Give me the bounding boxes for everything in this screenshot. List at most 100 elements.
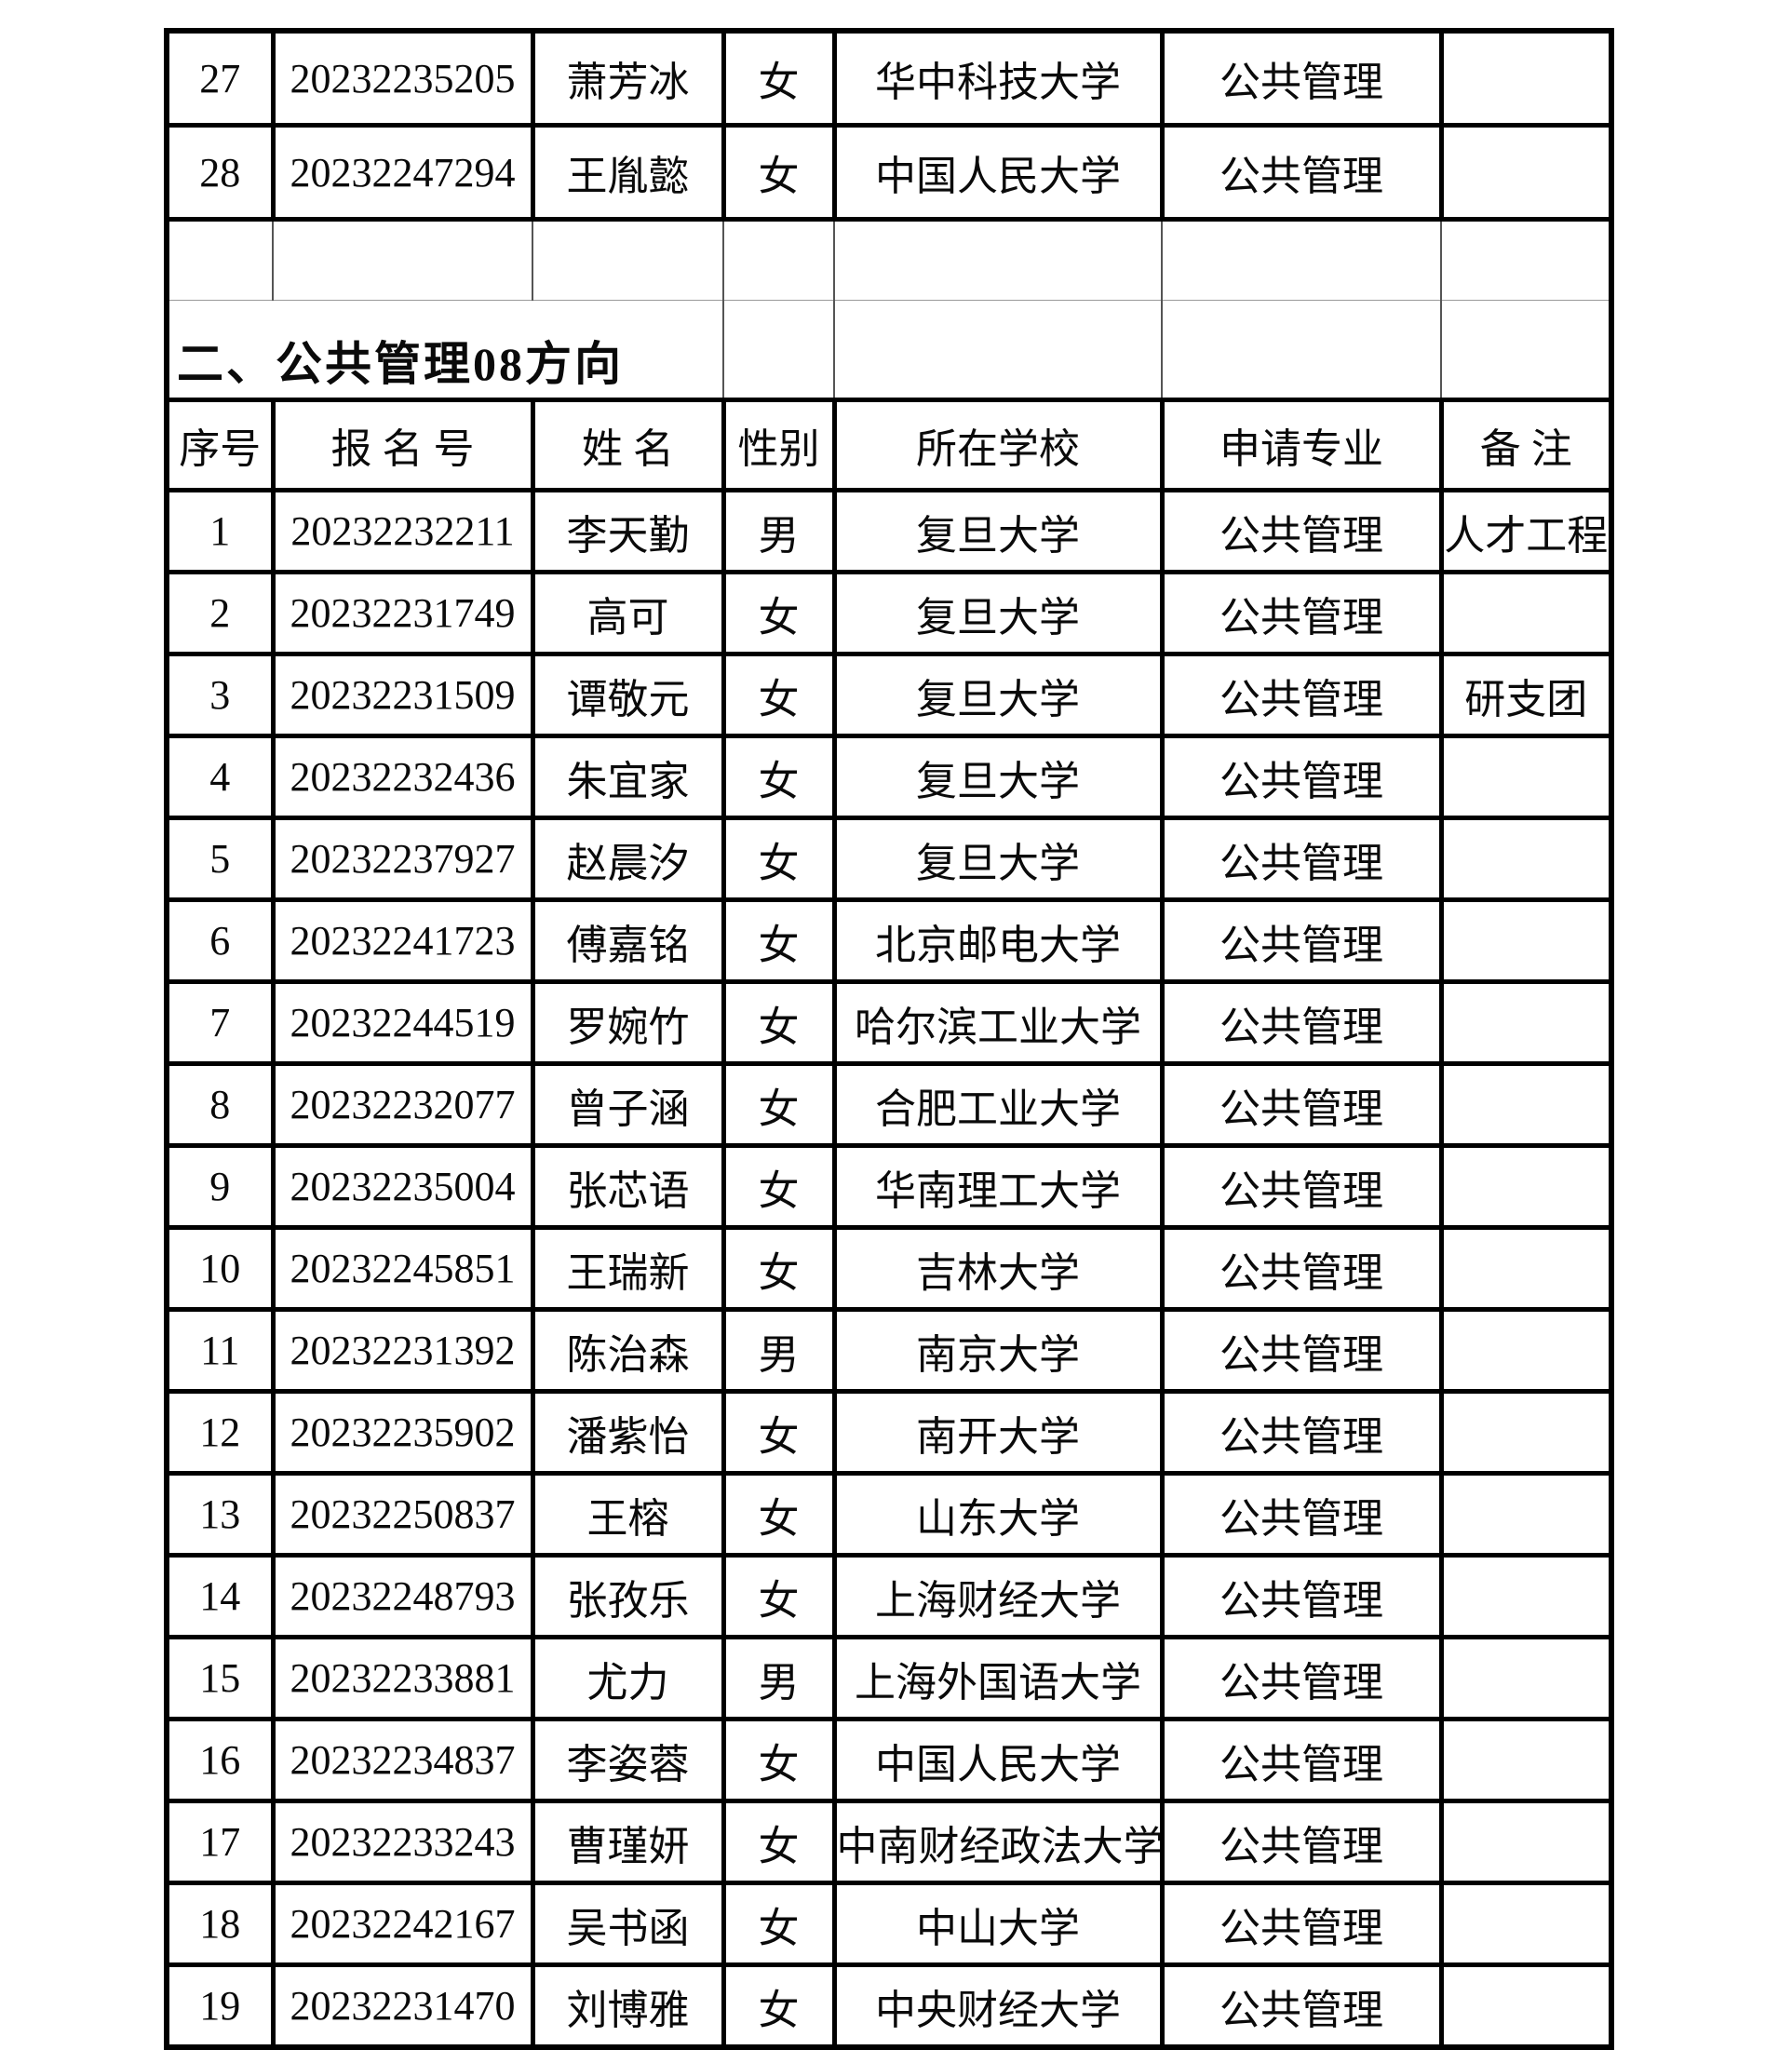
cell-name: 赵晨汐	[530, 816, 726, 902]
cell-school: 复旦大学	[831, 488, 1165, 574]
cell-gender: 男	[721, 1635, 837, 1721]
table-row: 12 20232235902 潘紫怡女南开大学 公共管理	[164, 1389, 1614, 1476]
cell-reg-no: 20232233881	[270, 1635, 535, 1721]
cell-gender: 女	[721, 1881, 837, 1967]
cell-major: 公共管理	[1159, 488, 1444, 574]
continuation-section: 27 20232235205 萧芳冰女华中科技大学 公共管理 28 20232247294…	[164, 28, 1614, 222]
cell-index: 6	[164, 897, 276, 984]
cell-name: 吴书函	[530, 1881, 726, 1967]
cell-major: 公共管理	[1159, 1635, 1444, 1721]
cell-reg-no: 20232235004	[270, 1143, 535, 1230]
table-row: 16 20232234837 李姿蓉女中国人民大学 公共管理	[164, 1717, 1614, 1803]
table-row: 27 20232235205 萧芳冰女华中科技大学 公共管理	[164, 28, 1614, 128]
main-section: 1 20232232211 李天勤男复旦大学 公共管理 人才工程 2 20232231749…	[164, 488, 1614, 2050]
cell-index: 12	[164, 1389, 276, 1476]
table-row: 3 20232231509 谭敬元女复旦大学 公共管理 研支团	[164, 652, 1614, 738]
cell-gender: 女	[721, 1717, 837, 1803]
cell-name: 曾子涵	[530, 1061, 726, 1148]
column-header-note: 备 注	[1438, 398, 1614, 492]
cell-name: 李天勤	[530, 488, 726, 574]
cell-reg-no: 20232241723	[270, 897, 535, 984]
cell-school: 南京大学	[831, 1307, 1165, 1394]
cell-gender: 女	[721, 979, 837, 1066]
cell-major: 公共管理	[1159, 1389, 1444, 1476]
cell-name: 潘紫怡	[530, 1389, 726, 1476]
cell-index: 2	[164, 570, 276, 656]
cell-note	[1438, 570, 1614, 656]
cell-gender: 女	[721, 1553, 837, 1639]
spacer-cell	[1161, 217, 1442, 301]
table-row: 15 20232233881 尤力男上海外国语大学 公共管理	[164, 1635, 1614, 1721]
spacer-cell	[272, 217, 533, 301]
cell-gender: 女	[721, 1061, 837, 1148]
cell-major: 公共管理	[1159, 28, 1444, 128]
cell-gender: 女	[721, 1143, 837, 1230]
cell-note: 人才工程	[1438, 488, 1614, 574]
cell-index: 11	[164, 1307, 276, 1394]
cell-school: 中山大学	[831, 1881, 1165, 1967]
cell-index: 28	[164, 123, 276, 222]
cell-name: 王胤懿	[530, 123, 726, 222]
table-row: 4 20232232436 朱宜家女复旦大学 公共管理	[164, 734, 1614, 820]
cell-reg-no: 20232247294	[270, 123, 535, 222]
cell-school: 上海财经大学	[831, 1553, 1165, 1639]
applicant-roster-table: 27 20232235205 萧芳冰女华中科技大学 公共管理 28 20232247294…	[164, 28, 1614, 2050]
cell-major: 公共管理	[1159, 1962, 1444, 2050]
column-header-school: 所在学校	[831, 398, 1165, 492]
cell-major: 公共管理	[1159, 734, 1444, 820]
cell-major: 公共管理	[1159, 1225, 1444, 1312]
cell-reg-no: 20232231509	[270, 652, 535, 738]
cell-school: 复旦大学	[831, 816, 1165, 902]
cell-note	[1438, 1799, 1614, 1885]
cell-major: 公共管理	[1159, 979, 1444, 1066]
table-row: 7 20232244519 罗婉竹女哈尔滨工业大学 公共管理	[164, 979, 1614, 1066]
cell-name: 陈治森	[530, 1307, 726, 1394]
table-header-row: 序号报 名 号姓 名性别 所在学校 申请专业备 注	[164, 398, 1614, 492]
cell-index: 4	[164, 734, 276, 820]
cell-name: 李姿蓉	[530, 1717, 726, 1803]
cell-note	[1438, 1635, 1614, 1721]
cell-index: 27	[164, 28, 276, 128]
cell-name: 萧芳冰	[530, 28, 726, 128]
cell-major: 公共管理	[1159, 1553, 1444, 1639]
table-row: 10 20232245851 王瑞新女吉林大学 公共管理	[164, 1225, 1614, 1312]
spacer-cell	[722, 217, 835, 301]
table-row: 19 20232231470 刘博雅女中央财经大学 公共管理	[164, 1962, 1614, 2050]
cell-school: 中南财经政法大学	[831, 1799, 1165, 1885]
cell-name: 罗婉竹	[530, 979, 726, 1066]
spacer-cell	[166, 217, 274, 301]
table-row: 2 20232231749 高可女复旦大学 公共管理	[164, 570, 1614, 656]
cell-school: 华中科技大学	[831, 28, 1165, 128]
cell-school: 哈尔滨工业大学	[831, 979, 1165, 1066]
spacer-cell	[833, 217, 1163, 301]
cell-school: 合肥工业大学	[831, 1061, 1165, 1148]
cell-gender: 女	[721, 816, 837, 902]
cell-major: 公共管理	[1159, 123, 1444, 222]
column-header-name: 姓 名	[530, 398, 726, 492]
cell-reg-no: 20232250837	[270, 1471, 535, 1558]
cell-name: 张孜乐	[530, 1553, 726, 1639]
cell-school: 复旦大学	[831, 734, 1165, 820]
cell-school: 复旦大学	[831, 570, 1165, 656]
cell-major: 公共管理	[1159, 1471, 1444, 1558]
cell-note	[1438, 28, 1614, 128]
cell-school: 中国人民大学	[831, 1717, 1165, 1803]
table-row: 18 20232242167 吴书函女中山大学 公共管理	[164, 1881, 1614, 1967]
cell-major: 公共管理	[1159, 1717, 1444, 1803]
cell-note	[1438, 979, 1614, 1066]
cell-index: 15	[164, 1635, 276, 1721]
spacer-row	[166, 217, 1612, 301]
cell-gender: 女	[721, 734, 837, 820]
cell-gender: 女	[721, 1962, 837, 2050]
table-row: 28 20232247294 王胤懿女中国人民大学 公共管理	[164, 123, 1614, 222]
cell-gender: 男	[721, 1307, 837, 1394]
spacer-cell	[722, 300, 835, 402]
table-row: 9 20232235004 张芯语女华南理工大学 公共管理	[164, 1143, 1614, 1230]
cell-reg-no: 20232232436	[270, 734, 535, 820]
cell-note: 研支团	[1438, 652, 1614, 738]
cell-index: 18	[164, 1881, 276, 1967]
cell-reg-no: 20232235205	[270, 28, 535, 128]
cell-index: 19	[164, 1962, 276, 2050]
cell-name: 谭敬元	[530, 652, 726, 738]
cell-gender: 女	[721, 1799, 837, 1885]
